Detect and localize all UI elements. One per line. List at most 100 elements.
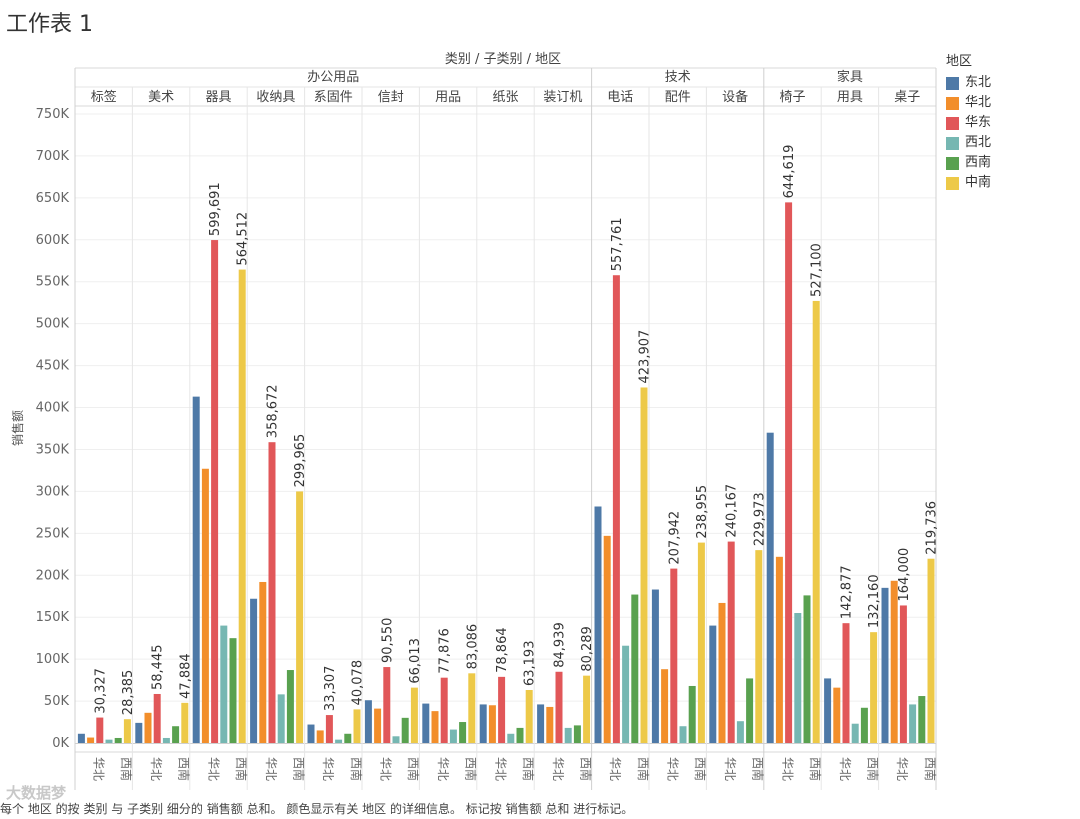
x-tick-label: 华北 [206,757,220,781]
y-tick-label: 50K [44,694,70,709]
bar-西北 [277,694,285,743]
bar-西南 [459,722,467,743]
y-tick-label: 0K [52,736,69,751]
bar-东北 [307,724,315,743]
bar-华东 [670,568,678,743]
bar-华东 [842,623,850,743]
bar-华东 [96,717,104,743]
bar-西南 [573,725,581,743]
panel-dividers [74,67,937,790]
subcategory-header: 系固件 [314,90,353,105]
x-tick-label: 西南 [521,757,536,781]
bar-中南 [123,719,131,743]
bar-华北 [201,468,209,743]
y-axis-label: 销售额 [10,410,25,446]
bar-华东 [268,442,276,743]
data-label: 164,000 [897,548,912,602]
legend-label: 东北 [965,75,992,90]
bar-中南 [640,387,648,743]
x-tick-labels: 华北 西南 华北 西南 华北 西南 华北 西南 华北 西南 华北 西南 华北 西南 华北 西南 华北 西南 华北 西南… [92,757,938,781]
subcategory-header: 椅子 [779,90,805,105]
bar-西北 [736,721,744,743]
data-label: 142,877 [840,565,855,619]
x-tick-label: 西南 [751,757,766,781]
x-tick-label: 华北 [608,757,622,781]
y-tick-label: 250K [36,526,70,541]
bar-西南 [401,717,409,743]
data-labels: 30,327 28,385 58,445 47,884 599,691 564,512 35… [93,145,939,716]
bar-华北 [890,580,898,743]
legend-label: 华东 [965,115,992,130]
bar-西南 [516,727,524,743]
data-label: 229,973 [752,492,767,546]
subcategory-header: 信封 [378,90,404,105]
data-label: 90,550 [380,618,395,664]
bar-中南 [238,269,246,743]
x-tick-label: 西南 [119,757,134,781]
subcategory-header: 装订机 [543,90,582,105]
bar-中南 [812,300,820,743]
data-label: 423,907 [638,330,653,384]
legend-swatch [946,176,959,190]
bar-中南 [927,558,935,743]
x-tick-label: 西南 [808,757,823,781]
bar-华北 [259,581,267,743]
bar-华北 [431,711,439,743]
data-label: 63,193 [523,641,538,687]
bar-西北 [335,739,343,743]
subcategory-header: 电话 [607,90,633,105]
bar-中南 [697,542,705,743]
bar-西南 [688,685,696,743]
legend-title: 地区 [946,54,973,69]
data-label: 527,100 [810,243,825,297]
legend-item[interactable]: 华北 [946,93,991,113]
bar-华北 [488,705,496,743]
y-axis: 销售额 0K 50K 100K 150K 200K 250K 300K 350K 400K 450… [10,107,69,751]
y-tick-label: 650K [36,191,70,206]
y-tick-label: 350K [36,442,70,457]
y-tick-label: 550K [36,275,70,290]
bar-华东 [325,715,333,743]
bar-中南 [468,673,476,743]
bar-东北 [422,703,430,743]
x-tick-label: 西南 [865,757,880,781]
legend-item[interactable]: 中南 [946,173,991,193]
bar-西北 [909,704,917,743]
bar-华东 [498,676,506,743]
bar-华北 [144,712,152,743]
data-label: 66,013 [408,638,423,684]
bar-东北 [135,722,143,743]
data-label: 33,307 [323,666,338,712]
data-label: 30,327 [93,668,108,714]
y-tick-label: 700K [36,149,70,164]
subcategory-header: 器具 [205,90,231,105]
legend-item[interactable]: 华东 [946,113,991,133]
category-header: 技术 [665,70,691,85]
data-label: 84,939 [553,622,568,668]
bar-华北 [316,730,324,743]
bar-西南 [746,678,754,743]
data-label: 77,876 [438,628,453,674]
bar-中南 [583,675,591,743]
bar-东北 [77,733,85,743]
bar-华东 [383,667,391,743]
legend-item[interactable]: 西北 [946,133,991,153]
data-label: 78,864 [495,627,510,673]
bar-东北 [766,432,774,743]
data-label: 240,167 [725,484,740,538]
legend-label: 西北 [965,135,992,150]
bar-东北 [537,704,545,743]
watermark-logo: 大数据梦 [6,784,67,802]
bar-东北 [651,589,659,743]
bar-东北 [250,598,258,743]
legend-item[interactable]: 东北 [946,73,991,93]
legend-swatch [946,116,959,130]
data-label: 358,672 [266,384,281,438]
legend-item[interactable]: 西南 [946,153,991,173]
y-tick-label: 750K [36,107,70,122]
bar-西北 [794,613,802,743]
category-header: 家具 [837,69,863,85]
bar-西北 [851,723,859,743]
x-tick-label: 西南 [923,757,938,781]
